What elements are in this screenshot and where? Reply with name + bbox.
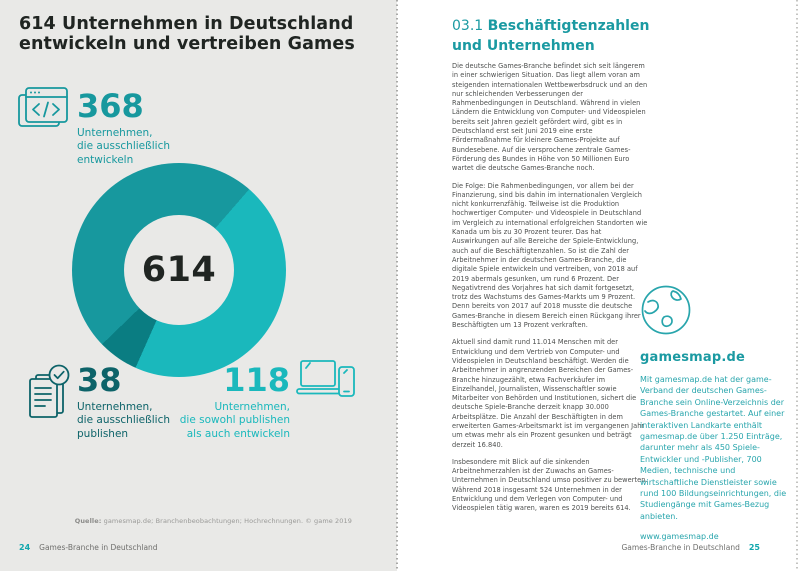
- page-number-right: 25: [748, 543, 760, 552]
- gamesmap-sidebar: gamesmap.de Mit gamesmap.de hat der game…: [640, 284, 790, 543]
- right-page-footer: Games-Branche in Deutschland 25: [621, 543, 760, 552]
- sidebar-body: Mit gamesmap.de hat der game-Verband der…: [640, 375, 787, 521]
- stat-both-value: 118: [223, 361, 290, 399]
- left-page: 614 Unternehmen in Deutschland entwickel…: [0, 0, 397, 571]
- documents-check-icon: [27, 361, 71, 427]
- right-page: 03.1 Beschäftigtenzahlen und Unternehmen…: [398, 0, 796, 571]
- paragraph-3: Aktuell sind damit rund 11.014 Menschen …: [452, 338, 645, 449]
- body-text-column: Die deutsche Games-Branche befindet sich…: [452, 62, 650, 522]
- stat-both: 118 Unternehmen, die sowohl publishen al…: [150, 361, 290, 441]
- stat-publish-label: Unternehmen, die ausschließlich publishe…: [77, 400, 171, 440]
- stat-both-label: Unternehmen, die sowohl publishen als au…: [179, 400, 290, 440]
- page-divider-dotted-line: [396, 0, 398, 571]
- gamesmap-link[interactable]: www.gamesmap.de: [640, 532, 719, 542]
- globe-icon: [640, 284, 790, 340]
- section-title: Beschäftigtenzahlen und Unternehmen: [452, 18, 650, 54]
- paragraph-4: Insbesondere mit Blick auf die sinkenden…: [452, 457, 648, 513]
- paragraph-1: Die deutsche Games-Branche befindet sich…: [452, 62, 648, 173]
- stat-develop-value: 368: [77, 87, 144, 125]
- infographic-title: 614 Unternehmen in Deutschland entwickel…: [19, 14, 355, 54]
- stat-publish: 38 Unternehmen, die ausschließlich publi…: [77, 361, 171, 441]
- sidebar-title: gamesmap.de: [640, 350, 746, 365]
- section-heading: 03.1 Beschäftigtenzahlen und Unternehmen: [452, 16, 670, 56]
- page-trim-dotted-edge: [796, 0, 798, 571]
- donut-chart: 614: [72, 163, 286, 377]
- chart-source: Quelle: gamesmap.de; Branchenbeobachtung…: [0, 517, 352, 525]
- page-number-left: 24: [19, 543, 31, 552]
- laptop-phone-icon: [296, 358, 356, 410]
- stat-develop-label: Unternehmen, die ausschließlich entwicke…: [77, 126, 171, 166]
- footer-title-right: Games-Branche in Deutschland: [621, 543, 740, 552]
- stat-publish-value: 38: [77, 361, 122, 399]
- paragraph-2: Die Folge: Die Rahmenbedingungen, vor al…: [452, 181, 648, 330]
- section-number: 03.1: [452, 18, 484, 34]
- footer-title-left: Games-Branche in Deutschland: [39, 543, 158, 552]
- donut-hole: 614: [124, 215, 234, 325]
- source-label: Quelle:: [74, 517, 102, 525]
- donut-total: 614: [141, 250, 217, 290]
- stat-develop: 368 Unternehmen, die ausschließlich entw…: [77, 87, 171, 167]
- left-page-footer: 24 Games-Branche in Deutschland: [19, 543, 158, 552]
- code-window-icon: [17, 86, 69, 134]
- source-text: gamesmap.de; Branchenbeobachtungen; Hoch…: [103, 517, 352, 525]
